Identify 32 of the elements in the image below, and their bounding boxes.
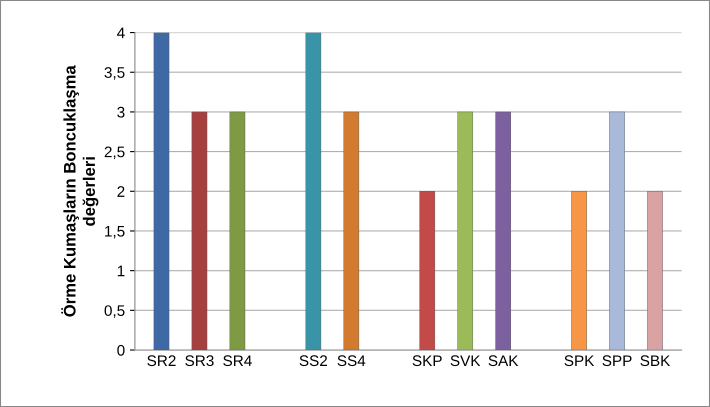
bar xyxy=(154,32,170,350)
x-tick-label: SPK xyxy=(564,355,594,366)
x-tick-label: SKP xyxy=(412,355,442,366)
y-tick-label: 0,5 xyxy=(104,305,125,318)
bar xyxy=(306,32,322,350)
y-tick-label: 0 xyxy=(117,344,125,356)
x-tick-label: SPP xyxy=(602,355,632,366)
bar xyxy=(192,112,208,350)
x-tick-label: SBK xyxy=(640,355,670,366)
y-axis-title: Örme Kumaşların Boncuklaşma değerleri xyxy=(61,65,98,317)
bar xyxy=(419,191,436,350)
y-tick-label: 3,5 xyxy=(104,67,125,80)
bar xyxy=(609,112,625,350)
x-tick-label: SAK xyxy=(488,355,518,366)
x-tick-label: SR4 xyxy=(223,355,252,366)
y-tick-label: 2,5 xyxy=(104,146,125,160)
x-tick-label: SS4 xyxy=(338,355,366,366)
x-tick-label: SS2 xyxy=(300,355,328,366)
y-tick-label: 3 xyxy=(117,106,125,118)
bar xyxy=(571,191,587,350)
y-tick-label: 1,5 xyxy=(105,226,125,238)
x-tick-label: SR3 xyxy=(185,355,214,366)
bar xyxy=(647,191,663,350)
bar xyxy=(230,112,246,350)
bar xyxy=(495,112,511,350)
bar xyxy=(457,112,473,350)
x-tick-label: SVK xyxy=(450,355,480,366)
y-tick-label: 1 xyxy=(118,266,124,276)
x-tick-label: SR2 xyxy=(147,355,176,366)
y-tick-label: 4 xyxy=(117,28,125,38)
y-tick-label: 2 xyxy=(117,186,124,197)
bar xyxy=(344,112,360,350)
